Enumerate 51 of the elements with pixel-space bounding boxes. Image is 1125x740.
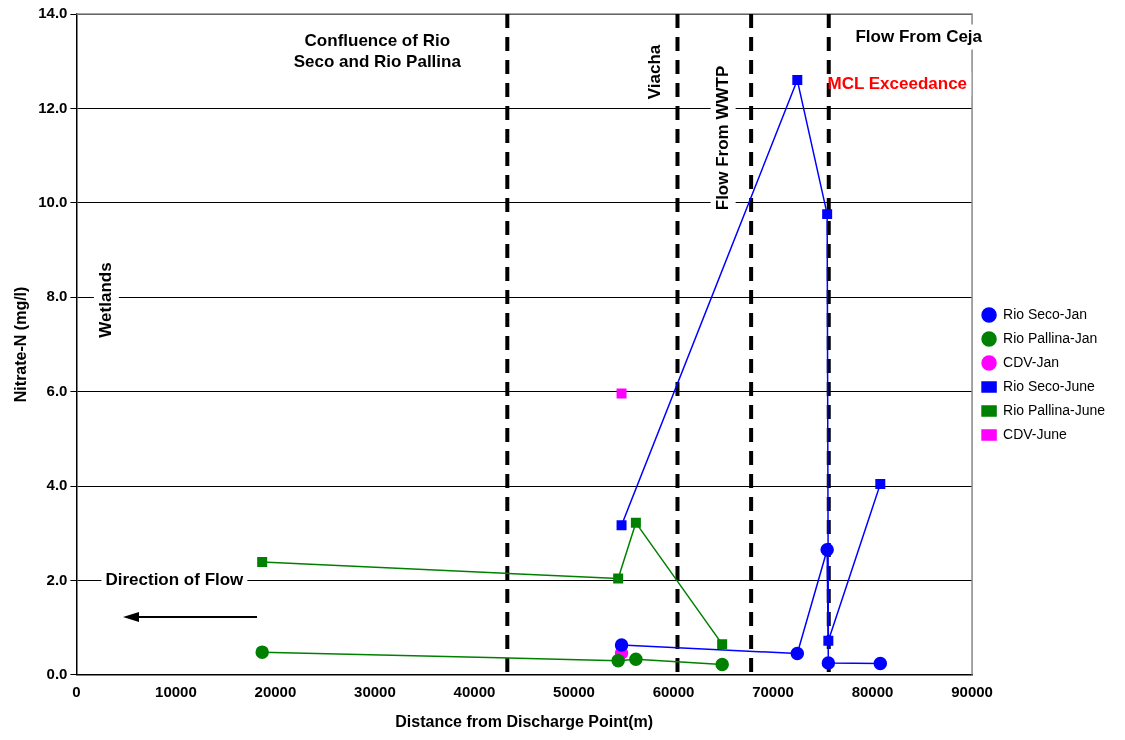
point [822,209,833,220]
x-tick-label: 40000 [453,682,496,700]
y-tick-label: 0.0 [46,664,68,682]
point [629,652,643,666]
legend-label: Rio Seco-Jan [1003,305,1088,322]
legend-label: Rio Pallina-Jan [1003,329,1098,346]
ref-line-label: Viacha [645,44,665,100]
legend-label: Rio Seco-June [1003,377,1096,394]
point [821,656,836,670]
point [792,75,803,86]
x-tick-label: 80000 [851,682,894,700]
point [717,639,728,650]
point [255,645,269,659]
point [630,517,641,528]
x-tick-label: 0 [72,682,81,700]
annotation: Direction of Flow [105,569,245,589]
x-tick-label: 90000 [951,682,993,700]
x-tick-label: 50000 [553,682,595,700]
y-tick-label: 8.0 [46,287,68,305]
point [257,557,268,567]
x-tick-label: 30000 [354,682,396,700]
x-tick-label: 10000 [155,682,197,700]
y-tick-label: 4.0 [46,476,68,494]
legend-label: Rio Pallina-June [1003,401,1106,418]
point [790,646,805,661]
x-tick-label: 60000 [652,682,695,700]
y-tick-label: 12.0 [38,98,68,116]
legend-label: CDV-Jan [1003,353,1060,370]
point [616,388,627,399]
ref-line-label: Flow From Ceja [855,26,983,46]
point [820,542,834,557]
y-axis-title: Nitrate-N (mg/l) [12,286,30,403]
ref-line-label: Flow From WWTP [712,65,732,211]
y-tick-label: 14.0 [38,4,68,22]
y-tick-label: 6.0 [46,381,68,399]
annotation: Wetlands [96,262,116,338]
x-tick-label: 20000 [254,682,297,700]
x-tick-label: 70000 [752,682,794,700]
y-tick-label: 10.0 [38,192,68,210]
point [613,573,624,584]
point [875,479,886,490]
point [614,638,629,652]
point [611,653,625,668]
point [616,520,627,531]
point [873,656,888,671]
x-axis-title: Distance from Discharge Point(m) [395,712,654,730]
point [715,657,729,672]
y-tick-label: 2.0 [46,570,68,588]
annotation: MCL Exceedance [827,73,968,93]
legend-label: CDV-June [1003,425,1068,442]
ref-line-label: Confluence of Rio Seco and Rio Pallina [293,31,462,72]
